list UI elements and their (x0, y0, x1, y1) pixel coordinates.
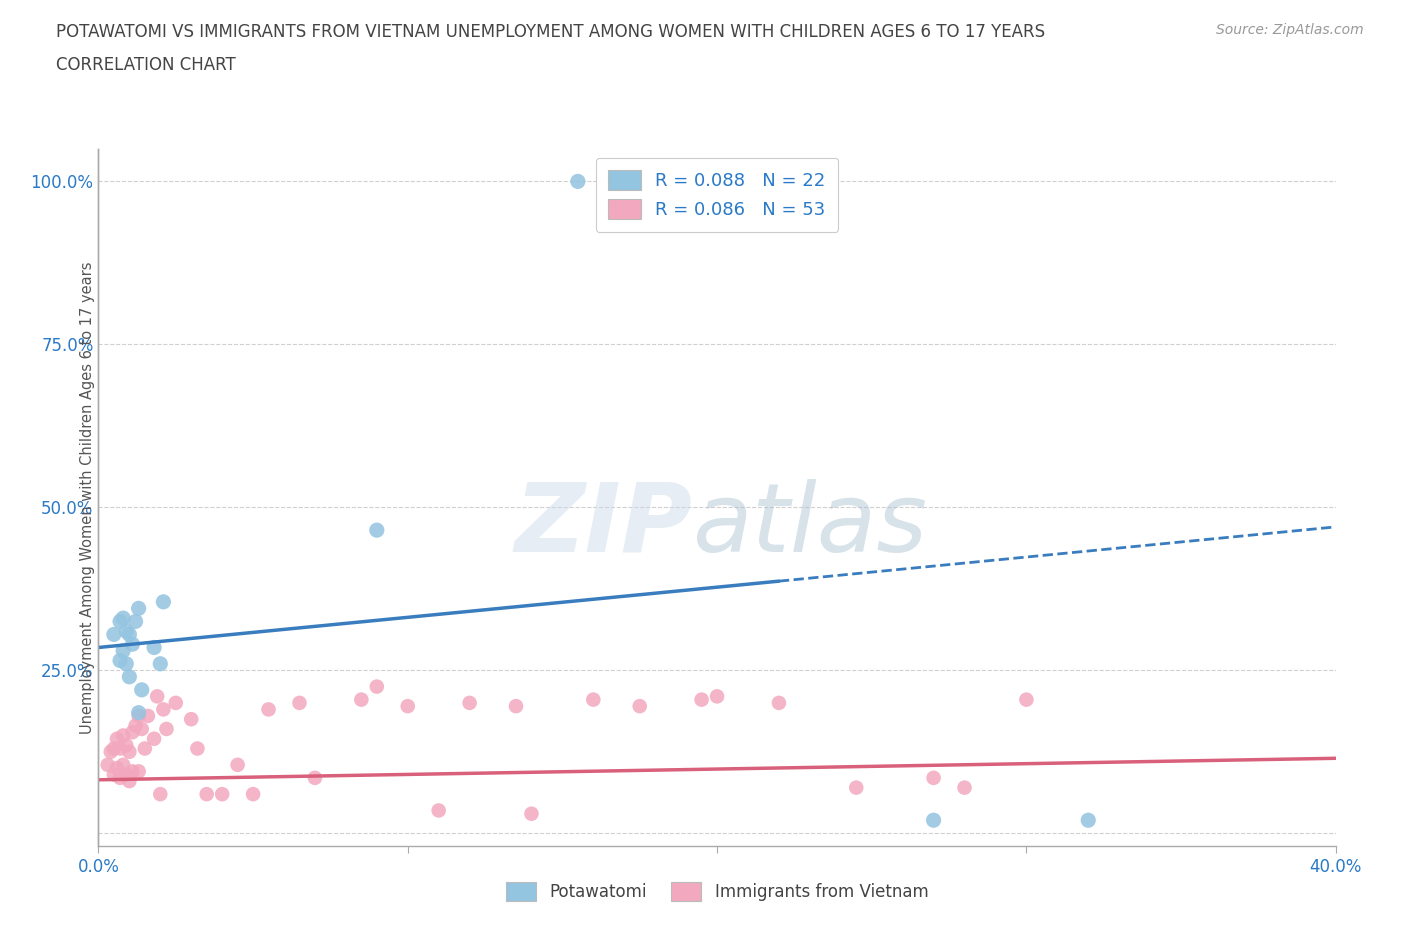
Point (143, 731, 166, 746)
Point (242, 787, 264, 802)
Point (226, 757, 249, 772)
Text: CORRELATION CHART: CORRELATION CHART (56, 56, 236, 73)
Point (149, 787, 172, 802)
Point (103, 767, 125, 782)
Point (155, 722, 177, 737)
Point (118, 744, 141, 759)
Point (149, 657, 172, 671)
Point (628, 174, 651, 189)
Point (103, 627, 125, 642)
Point (304, 770, 326, 785)
Point (582, 692, 605, 707)
Point (211, 787, 233, 802)
Point (186, 741, 208, 756)
Point (112, 611, 135, 626)
Point (108, 770, 131, 785)
Point (112, 728, 135, 743)
Text: POTAWATOMI VS IMMIGRANTS FROM VIETNAM UNEMPLOYMENT AMONG WOMEN WITH CHILDREN AGE: POTAWATOMI VS IMMIGRANTS FROM VIETNAM UN… (56, 23, 1046, 41)
Point (118, 774, 141, 789)
Point (458, 696, 481, 711)
Point (105, 731, 128, 746)
Point (165, 696, 187, 711)
Point (1077, 813, 1099, 828)
Point (366, 523, 388, 538)
Point (131, 683, 153, 698)
Point (121, 764, 143, 778)
Point (427, 803, 450, 817)
Point (690, 692, 713, 707)
Point (105, 761, 128, 776)
Point (143, 640, 166, 655)
Point (115, 657, 138, 671)
Text: atlas: atlas (692, 479, 928, 572)
Point (520, 806, 543, 821)
Y-axis label: Unemployment Among Women with Children Ages 6 to 17 years: Unemployment Among Women with Children A… (80, 261, 94, 734)
Legend: Potawatomi, Immigrants from Vietnam: Potawatomi, Immigrants from Vietnam (499, 876, 935, 908)
Point (146, 689, 169, 704)
Point (134, 741, 156, 756)
Point (845, 780, 868, 795)
Text: Source: ZipAtlas.com: Source: ZipAtlas.com (1216, 23, 1364, 37)
Point (112, 757, 135, 772)
Point (128, 764, 150, 778)
Point (136, 709, 159, 724)
Point (396, 698, 419, 713)
Point (768, 696, 790, 711)
Point (108, 653, 131, 668)
Point (152, 702, 174, 717)
Point (97, 757, 120, 772)
Point (706, 689, 728, 704)
Point (288, 696, 311, 711)
Point (257, 702, 280, 717)
Point (628, 698, 651, 713)
Point (115, 737, 138, 752)
Point (505, 698, 527, 713)
Point (112, 644, 135, 658)
Text: ZIP: ZIP (515, 479, 692, 572)
Point (115, 767, 138, 782)
Point (121, 724, 143, 739)
Point (922, 813, 945, 828)
Point (195, 787, 218, 802)
Point (118, 627, 141, 642)
Point (567, 174, 589, 189)
Point (922, 770, 945, 785)
Point (131, 722, 153, 737)
Point (108, 741, 131, 756)
Point (108, 614, 131, 629)
Point (103, 741, 125, 756)
Point (366, 679, 388, 694)
Point (118, 670, 141, 684)
Point (124, 614, 146, 629)
Point (1015, 692, 1038, 707)
Point (124, 718, 146, 733)
Point (128, 709, 150, 724)
Point (100, 744, 122, 759)
Point (152, 594, 174, 609)
Point (121, 637, 143, 652)
Point (115, 624, 138, 639)
Point (128, 601, 150, 616)
Point (953, 780, 976, 795)
Point (350, 692, 373, 707)
Point (128, 705, 150, 720)
Point (180, 711, 202, 726)
